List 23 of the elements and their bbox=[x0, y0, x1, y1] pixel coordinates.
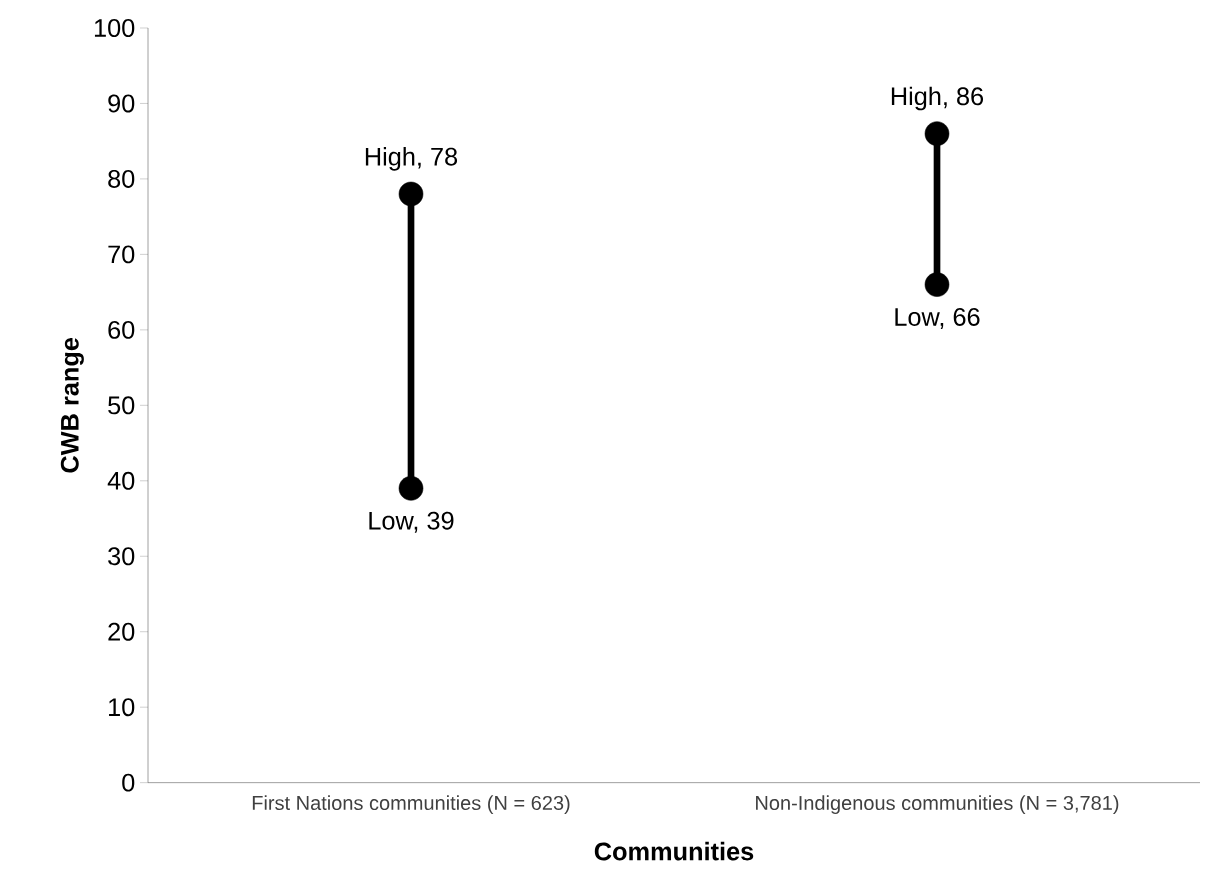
point bbox=[398, 181, 424, 207]
point bbox=[924, 272, 950, 297]
point bbox=[398, 476, 424, 501]
x-axis-title: Communities bbox=[594, 841, 754, 861]
x-tick-label: First Nations communities (N = 623) bbox=[252, 795, 570, 814]
y-tick-label: 10 bbox=[109, 698, 135, 717]
data-label: High, 78 bbox=[365, 147, 458, 171]
y-tick-label: 70 bbox=[108, 245, 135, 264]
y-tick-label: 60 bbox=[108, 320, 135, 339]
point bbox=[924, 121, 950, 146]
y-tick-label: 80 bbox=[108, 169, 135, 188]
y-tick-label: 30 bbox=[108, 547, 135, 566]
y-tick-label: 40 bbox=[107, 471, 135, 490]
data-label: Low, 39 bbox=[369, 511, 454, 533]
y-axis-title: CWB range bbox=[60, 337, 84, 473]
y-tick-label: 50 bbox=[108, 396, 135, 415]
x-tick-label: Non-Indigenous communities (N = 3,781) bbox=[756, 795, 1119, 814]
data-label: Low, 66 bbox=[895, 307, 980, 329]
y-tick-label: 90 bbox=[108, 94, 135, 113]
y-tick-label: 0 bbox=[122, 773, 135, 792]
y-tick-label: 20 bbox=[108, 622, 135, 641]
y-tick-label: 100 bbox=[94, 19, 135, 37]
data-label: High, 86 bbox=[891, 86, 984, 111]
